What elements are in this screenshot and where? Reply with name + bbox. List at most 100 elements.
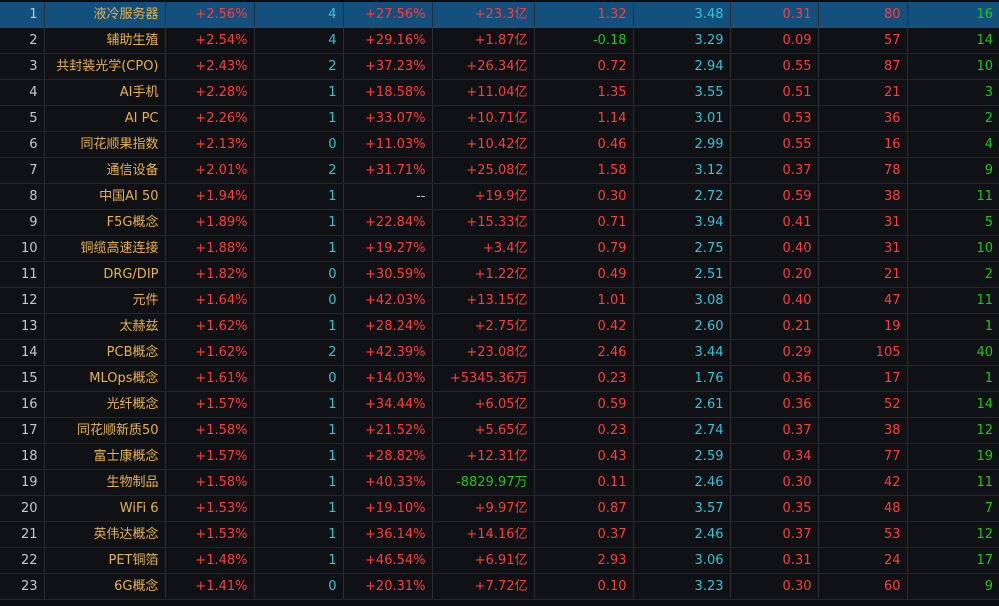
col-7-value: 1.35 xyxy=(533,79,633,106)
table-row[interactable]: 7 通信设备 +2.01% 2 +31.71% +25.08亿 1.58 3.12 0.37 78… xyxy=(0,157,999,184)
table-row[interactable]: 15 MLOps概念 +1.61% 0 +14.03% +5345.36万 0.23 1.76… xyxy=(0,365,999,392)
change-percent: +1.57% xyxy=(164,443,254,470)
net-inflow: +10.42亿 xyxy=(431,131,534,158)
sector-name: PET铜箔 xyxy=(43,547,165,574)
sector-name: MLOps概念 xyxy=(43,365,165,392)
col-9-value: 0.31 xyxy=(729,2,818,28)
period-change: +21.52% xyxy=(342,417,432,444)
col-9-value: 0.40 xyxy=(729,287,818,314)
col-8-value: 2.59 xyxy=(632,443,730,470)
col-8-value: 1.76 xyxy=(632,365,730,392)
table-row[interactable]: 22 PET铜箔 +1.48% 1 +46.54% +6.91亿 2.93 3.06 0.31 2… xyxy=(0,547,999,574)
table-row[interactable]: 19 生物制品 +1.58% 1 +40.33% -8829.97万 0.11 2.46 0.3… xyxy=(0,469,999,496)
period-change: +27.56% xyxy=(342,2,432,28)
period-change: +42.39% xyxy=(342,339,432,366)
rising-count: 21 xyxy=(817,79,907,106)
col-8-value: 3.08 xyxy=(632,287,730,314)
sector-name: AI手机 xyxy=(43,79,165,106)
rising-count: 31 xyxy=(817,209,907,236)
col-8-value: 2.99 xyxy=(632,131,730,158)
col-8-value: 3.29 xyxy=(632,27,730,54)
sector-name: 生物制品 xyxy=(43,469,165,496)
falling-count: 40 xyxy=(906,339,999,366)
period-change: +11.03% xyxy=(342,131,432,158)
col-7-value: 0.71 xyxy=(533,209,633,236)
change-percent: +1.88% xyxy=(164,235,254,262)
falling-count: 1 xyxy=(906,365,999,392)
net-inflow: +23.3亿 xyxy=(431,2,534,28)
limit-up-count: 1 xyxy=(253,417,343,444)
table-row[interactable]: 23 6G概念 +1.41% 0 +20.31% +7.72亿 0.10 3.23 0.30 60… xyxy=(0,573,999,600)
change-percent: +2.43% xyxy=(164,53,254,80)
row-index: 10 xyxy=(0,235,44,262)
col-9-value: 0.30 xyxy=(729,469,818,496)
period-change: +30.59% xyxy=(342,261,432,288)
falling-count: 5 xyxy=(906,209,999,236)
table-row[interactable]: 14 PCB概念 +1.62% 2 +42.39% +23.08亿 2.46 3.44 0.29… xyxy=(0,339,999,366)
rising-count: 80 xyxy=(817,2,907,28)
table-row[interactable]: 4 AI手机 +2.28% 1 +18.58% +11.04亿 1.35 3.55 0.51 21… xyxy=(0,79,999,106)
limit-up-count: 1 xyxy=(253,495,343,522)
table-row[interactable]: 10 铜缆高速连接 +1.88% 1 +19.27% +3.4亿 0.79 2.75 0.40 3… xyxy=(0,235,999,262)
row-index: 22 xyxy=(0,547,44,574)
col-9-value: 0.36 xyxy=(729,365,818,392)
net-inflow: +1.22亿 xyxy=(431,261,534,288)
rising-count: 57 xyxy=(817,27,907,54)
col-7-value: 0.59 xyxy=(533,391,633,418)
rising-count: 42 xyxy=(817,469,907,496)
change-percent: +1.61% xyxy=(164,365,254,392)
limit-up-count: 1 xyxy=(253,209,343,236)
sector-name: PCB概念 xyxy=(43,339,165,366)
col-8-value: 2.51 xyxy=(632,261,730,288)
row-index: 20 xyxy=(0,495,44,522)
col-9-value: 0.40 xyxy=(729,235,818,262)
table-row[interactable]: 3 共封装光学(CPO) +2.43% 2 +37.23% +26.34亿 0.72 2.94… xyxy=(0,53,999,80)
col-8-value: 3.55 xyxy=(632,79,730,106)
table-row[interactable]: 11 DRG/DIP +1.82% 0 +30.59% +1.22亿 0.49 2.51 0.2… xyxy=(0,261,999,288)
limit-up-count: 1 xyxy=(253,79,343,106)
rising-count: 16 xyxy=(817,131,907,158)
period-change: +42.03% xyxy=(342,287,432,314)
table-row[interactable]: 13 太赫兹 +1.62% 1 +28.24% +2.75亿 0.42 2.60 0.21 19 1 xyxy=(0,313,999,340)
table-row[interactable]: 12 元件 +1.64% 0 +42.03% +13.15亿 1.01 3.08 0.40 47 1… xyxy=(0,287,999,314)
period-change: +29.16% xyxy=(342,27,432,54)
col-8-value: 2.94 xyxy=(632,53,730,80)
table-row[interactable]: 2 辅助生殖 +2.54% 4 +29.16% +1.87亿 -0.18 3.29 0.09 57… xyxy=(0,27,999,54)
change-percent: +1.89% xyxy=(164,209,254,236)
col-8-value: 3.12 xyxy=(632,157,730,184)
net-inflow: +11.04亿 xyxy=(431,79,534,106)
table-row[interactable]: 9 F5G概念 +1.89% 1 +22.84% +15.33亿 0.71 3.94 0.41 3… xyxy=(0,209,999,236)
sector-name: 共封装光学(CPO) xyxy=(43,53,165,80)
table-row[interactable]: 1 液冷服务器 +2.56% 4 +27.56% +23.3亿 1.32 3.48 0.31 80… xyxy=(0,2,999,28)
rising-count: 53 xyxy=(817,521,907,548)
period-change: -- xyxy=(342,183,432,210)
col-9-value: 0.59 xyxy=(729,183,818,210)
sector-name: 铜缆高速连接 xyxy=(43,235,165,262)
net-inflow: +25.08亿 xyxy=(431,157,534,184)
table-row[interactable]: 20 WiFi 6 +1.53% 1 +19.10% +9.97亿 0.87 3.57 0.35… xyxy=(0,495,999,522)
table-row[interactable]: 8 中国AI 50 +1.94% 1 -- +19.9亿 0.30 2.72 0.59 38 11 xyxy=(0,183,999,210)
period-change: +14.03% xyxy=(342,365,432,392)
table-row[interactable]: 18 富士康概念 +1.57% 1 +28.82% +12.31亿 0.43 2.59 0.34… xyxy=(0,443,999,470)
sector-name: 富士康概念 xyxy=(43,443,165,470)
table-row[interactable]: 6 同花顺果指数 +2.13% 0 +11.03% +10.42亿 0.46 2.99 0.55… xyxy=(0,131,999,158)
row-index: 21 xyxy=(0,521,44,548)
net-inflow: +12.31亿 xyxy=(431,443,534,470)
table-row[interactable]: 5 AI PC +2.26% 1 +33.07% +10.71亿 1.14 3.01 0.53 3… xyxy=(0,105,999,132)
col-8-value: 3.57 xyxy=(632,495,730,522)
col-8-value: 3.94 xyxy=(632,209,730,236)
period-change: +20.31% xyxy=(342,573,432,600)
change-percent: +1.48% xyxy=(164,547,254,574)
col-8-value: 3.23 xyxy=(632,573,730,600)
row-index: 23 xyxy=(0,573,44,600)
sector-name: 6G概念 xyxy=(43,573,165,600)
table-row[interactable]: 17 同花顺新质50 +1.58% 1 +21.52% +5.65亿 0.23 2.74 0.3… xyxy=(0,417,999,444)
net-inflow: +14.16亿 xyxy=(431,521,534,548)
change-percent: +1.64% xyxy=(164,287,254,314)
falling-count: 12 xyxy=(906,417,999,444)
limit-up-count: 1 xyxy=(253,547,343,574)
table-row[interactable]: 16 光纤概念 +1.57% 1 +34.44% +6.05亿 0.59 2.61 0.36 52… xyxy=(0,391,999,418)
limit-up-count: 2 xyxy=(253,339,343,366)
table-row[interactable]: 21 英伟达概念 +1.53% 1 +36.14% +14.16亿 0.37 2.46 0.37… xyxy=(0,521,999,548)
col-8-value: 2.72 xyxy=(632,183,730,210)
